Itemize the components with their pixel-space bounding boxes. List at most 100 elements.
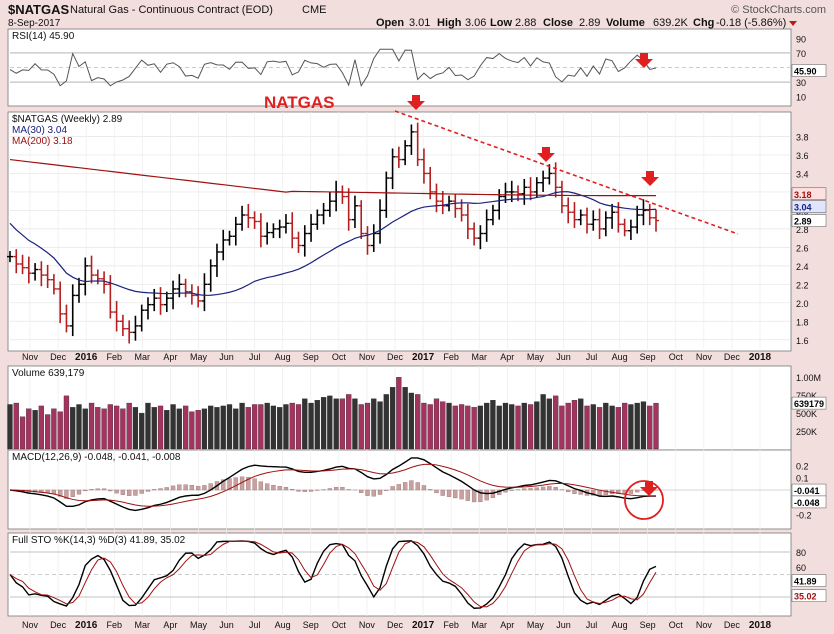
volume-bar xyxy=(584,405,590,450)
sto-series xyxy=(9,540,657,609)
ma200-line xyxy=(9,158,657,197)
y-axis-ticks: 3.83.63.43.23.02.82.62.42.22.01.81.69070… xyxy=(796,34,821,603)
macd-histogram-bar xyxy=(101,488,107,491)
price-bar xyxy=(634,205,641,234)
rsi-tick-label: 70 xyxy=(796,49,806,59)
volume-bar xyxy=(634,402,640,450)
price-bar xyxy=(596,208,603,240)
volume-bar xyxy=(270,405,277,450)
macd-histogram-bar xyxy=(440,489,445,496)
price-bar xyxy=(308,214,315,242)
price-bar xyxy=(19,254,26,275)
macd-tick-label: 0.2 xyxy=(796,461,809,471)
macd-histogram-bar xyxy=(177,484,182,491)
x-tick-label: 2016 xyxy=(75,352,98,363)
macd-histogram-bar xyxy=(428,489,433,491)
last-value-tag: 2.89 xyxy=(791,214,827,227)
macd-histogram-bar xyxy=(302,489,307,492)
price-bar xyxy=(420,148,427,184)
volume-bar xyxy=(540,394,546,450)
macd-histogram-bar xyxy=(114,489,119,494)
price-bar xyxy=(50,274,57,295)
natgas-annotation: NATGAS xyxy=(264,93,335,112)
macd-histogram-bar xyxy=(421,485,427,491)
price-bar xyxy=(627,219,634,240)
price-bar xyxy=(320,203,327,225)
price-bar xyxy=(314,209,321,230)
volume-bar xyxy=(647,405,653,450)
volume-tick-label: 250K xyxy=(796,427,817,437)
price-tick-label: 3.8 xyxy=(796,132,809,142)
price-bar xyxy=(540,170,547,192)
price-tick-label: 1.6 xyxy=(796,336,809,346)
volume-bar xyxy=(164,410,170,450)
x-tick-label: Apr xyxy=(500,620,514,630)
price-bar xyxy=(82,257,89,296)
macd-histogram-bar xyxy=(628,489,634,494)
volume-bar xyxy=(82,408,88,450)
x-tick-label: Jul xyxy=(586,352,598,362)
volume-bar xyxy=(57,411,63,450)
volume-bar xyxy=(477,405,484,450)
volume-bar xyxy=(415,394,421,450)
exchange: CME xyxy=(302,4,326,16)
macd-histogram-bar xyxy=(340,487,345,491)
macd-histogram-bar xyxy=(528,488,533,491)
volume-bar xyxy=(590,404,596,450)
rsi-tick-label: 90 xyxy=(796,34,806,44)
last-value-tag: 41.89 xyxy=(791,574,827,587)
sto-label: Full STO %K(14,3) %D(3) 41.89, 35.02 xyxy=(12,535,186,546)
chart-date: 8-Sep-2017 xyxy=(8,18,61,29)
macd-histogram-bar xyxy=(453,489,458,499)
x-tick-label: Jul xyxy=(249,352,261,362)
macd-histogram-bar xyxy=(95,488,100,491)
volume-bar xyxy=(51,408,57,450)
price-bar xyxy=(464,203,471,240)
x-tick-label: Feb xyxy=(106,352,122,362)
volume-bar xyxy=(44,414,51,450)
high-label: High xyxy=(437,17,462,29)
volume-bar xyxy=(640,401,647,450)
ma200-label: MA(200) 3.18 xyxy=(12,136,73,147)
volume-bar xyxy=(239,402,245,450)
volume-bar xyxy=(132,407,139,450)
price-tick-label: 2.2 xyxy=(796,280,809,290)
x-tick-label: Oct xyxy=(669,352,684,362)
macd-histogram-bar xyxy=(258,481,264,491)
price-bar xyxy=(213,243,220,277)
volume-bar xyxy=(628,404,634,450)
price-bar xyxy=(25,256,32,284)
macd-histogram-bar xyxy=(572,489,577,494)
x-tick-label: Nov xyxy=(22,352,39,362)
macd-histogram-bar xyxy=(58,489,63,497)
price-bar xyxy=(32,263,39,281)
volume-bar xyxy=(609,405,615,450)
volume-bar xyxy=(189,411,195,450)
macd-histogram-bar xyxy=(108,489,113,492)
volume-bar xyxy=(389,387,396,450)
price-bar xyxy=(201,273,208,312)
x-tick-label: Dec xyxy=(50,352,67,362)
macd-histogram-bar xyxy=(70,489,75,497)
low-label: Low xyxy=(490,17,512,29)
volume-bar xyxy=(220,405,226,450)
last-value-tag: -0.048 xyxy=(791,495,827,509)
volume-bar xyxy=(371,398,377,450)
price-bar xyxy=(163,291,170,313)
price-tick-label: 2.8 xyxy=(796,225,809,235)
volume-bar xyxy=(421,402,427,450)
macd-histogram-bar xyxy=(327,488,333,491)
macd-histogram-bar xyxy=(139,489,144,494)
macd-histogram-bar xyxy=(189,484,195,491)
ma30-label: MA(30) 3.04 xyxy=(12,125,67,136)
volume-bar xyxy=(553,395,559,450)
volume-bar xyxy=(7,404,13,450)
price-bar xyxy=(138,304,145,332)
volume-bar xyxy=(295,404,302,450)
symbol: $NATGAS xyxy=(8,2,69,17)
price-bar xyxy=(351,195,358,228)
macd-histogram-bar xyxy=(434,489,439,494)
x-tick-label: Apr xyxy=(163,620,177,630)
volume-tick-label: 500K xyxy=(796,409,817,419)
volume-bar xyxy=(521,402,527,450)
